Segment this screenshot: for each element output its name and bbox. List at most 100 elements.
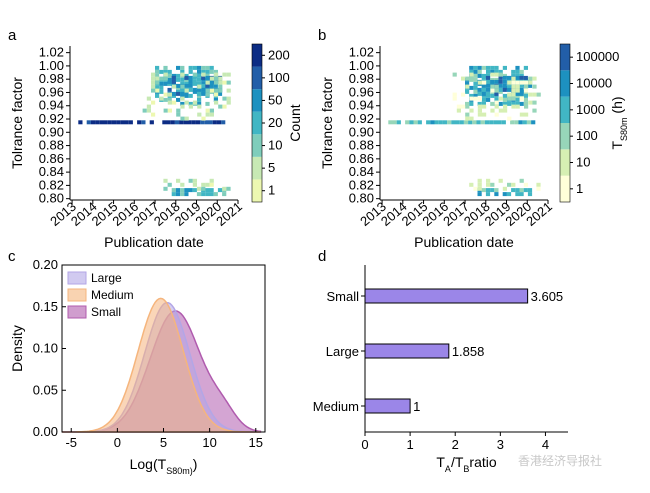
heat-cell — [226, 88, 231, 93]
heat-cell — [197, 69, 202, 74]
heat-cell — [175, 83, 181, 88]
heat-cell — [503, 104, 508, 109]
heat-cell — [528, 100, 533, 105]
heat-cell — [196, 192, 202, 197]
density-curve-medium — [61, 297, 261, 433]
colorbar-tick-label: 1000 — [576, 102, 605, 117]
heat-cell — [536, 92, 541, 97]
heat-cell — [209, 178, 214, 183]
colorbar-tick-label: 100000 — [576, 49, 619, 64]
heat-cell — [180, 91, 185, 96]
heat-cell — [180, 104, 185, 109]
heat-cell — [176, 77, 181, 82]
heat-cell — [197, 65, 202, 70]
heat-cell — [469, 69, 474, 74]
heat-cell — [396, 120, 401, 125]
heat-cell — [167, 73, 172, 78]
heat-cell — [151, 112, 156, 117]
y-tick-label: 0.05 — [33, 382, 58, 397]
heat-cell — [507, 116, 512, 121]
heat-cell — [426, 120, 431, 125]
heat-cell — [519, 188, 524, 193]
heat-cell — [501, 120, 506, 125]
heat-cell — [482, 80, 487, 85]
heat-cell — [205, 108, 210, 113]
heat-cell — [507, 92, 512, 97]
heat-cell — [452, 92, 457, 97]
heat-cell — [490, 65, 495, 70]
heat-cell — [163, 186, 168, 191]
heat-cell — [473, 81, 478, 86]
heat-cell — [392, 120, 397, 125]
heat-cell — [208, 120, 213, 125]
y-tick-label: 0.82 — [349, 177, 374, 192]
heat-cell — [226, 96, 231, 101]
heat-cell — [465, 101, 470, 106]
heat-cell — [498, 75, 503, 80]
heat-cell — [502, 186, 507, 191]
heat-cell — [155, 80, 160, 85]
heat-cell — [163, 72, 168, 77]
colorbar-segment — [560, 96, 570, 123]
heat-cell — [188, 79, 193, 84]
heat-cell — [151, 80, 156, 85]
heat-cell — [155, 85, 160, 90]
heat-cell — [180, 101, 185, 106]
heat-cell — [163, 76, 168, 81]
heat-cell — [171, 91, 176, 96]
colorbar-segment — [252, 66, 262, 90]
heat-cell — [103, 120, 108, 125]
heat-cell — [532, 92, 537, 97]
heat-cell — [196, 91, 202, 96]
heat-cell — [511, 69, 516, 74]
heat-cell — [175, 192, 181, 197]
heat-cell — [176, 65, 181, 70]
heat-cell — [201, 69, 206, 74]
heat-cell — [214, 72, 219, 77]
heat-cell — [180, 116, 185, 121]
heat-cell — [486, 69, 491, 74]
heat-cell — [473, 186, 478, 191]
heat-cell — [473, 65, 478, 70]
heat-cell — [477, 69, 482, 74]
category-label: Large — [326, 344, 359, 359]
y-tick-label: 0.80 — [349, 191, 374, 206]
heat-cell — [524, 88, 529, 93]
y-tick-label: 0.00 — [33, 424, 58, 439]
heat-cell — [490, 108, 495, 113]
category-label: Medium — [313, 399, 359, 414]
heat-cell — [438, 120, 443, 125]
heat-cell — [461, 104, 466, 109]
colorbar-segment — [252, 134, 262, 157]
x-axis-label: Publication date — [414, 234, 514, 250]
heat-cell — [536, 186, 541, 191]
heat-cell — [197, 112, 202, 117]
heat-cell — [502, 65, 507, 70]
x-tick-label: 0 — [114, 435, 121, 450]
y-tick-label: 0.94 — [349, 98, 374, 113]
heat-cell — [107, 120, 112, 125]
heat-cell — [486, 65, 491, 70]
heat-cell — [209, 79, 214, 84]
heat-cell — [417, 120, 422, 125]
heat-cell — [519, 112, 524, 117]
heat-cell — [480, 120, 485, 125]
heat-cell — [205, 101, 210, 106]
heat-cell — [205, 88, 210, 93]
heat-cell — [184, 83, 189, 88]
x-tick-label: -5 — [65, 435, 77, 450]
heat-cell — [469, 72, 474, 77]
heat-cell — [486, 178, 491, 183]
heat-cell — [494, 84, 499, 89]
heat-cell — [481, 65, 486, 70]
heat-cell — [477, 91, 482, 96]
heat-cell — [507, 96, 512, 101]
heat-cell — [468, 120, 473, 125]
heat-cell — [222, 192, 227, 197]
heat-cell — [490, 188, 495, 193]
heat-cell — [188, 104, 193, 109]
heat-cell — [151, 84, 156, 89]
x-axis-label: Log(TS80m)) — [130, 456, 198, 476]
heat-cell — [166, 120, 171, 125]
heat-cell — [151, 72, 156, 77]
